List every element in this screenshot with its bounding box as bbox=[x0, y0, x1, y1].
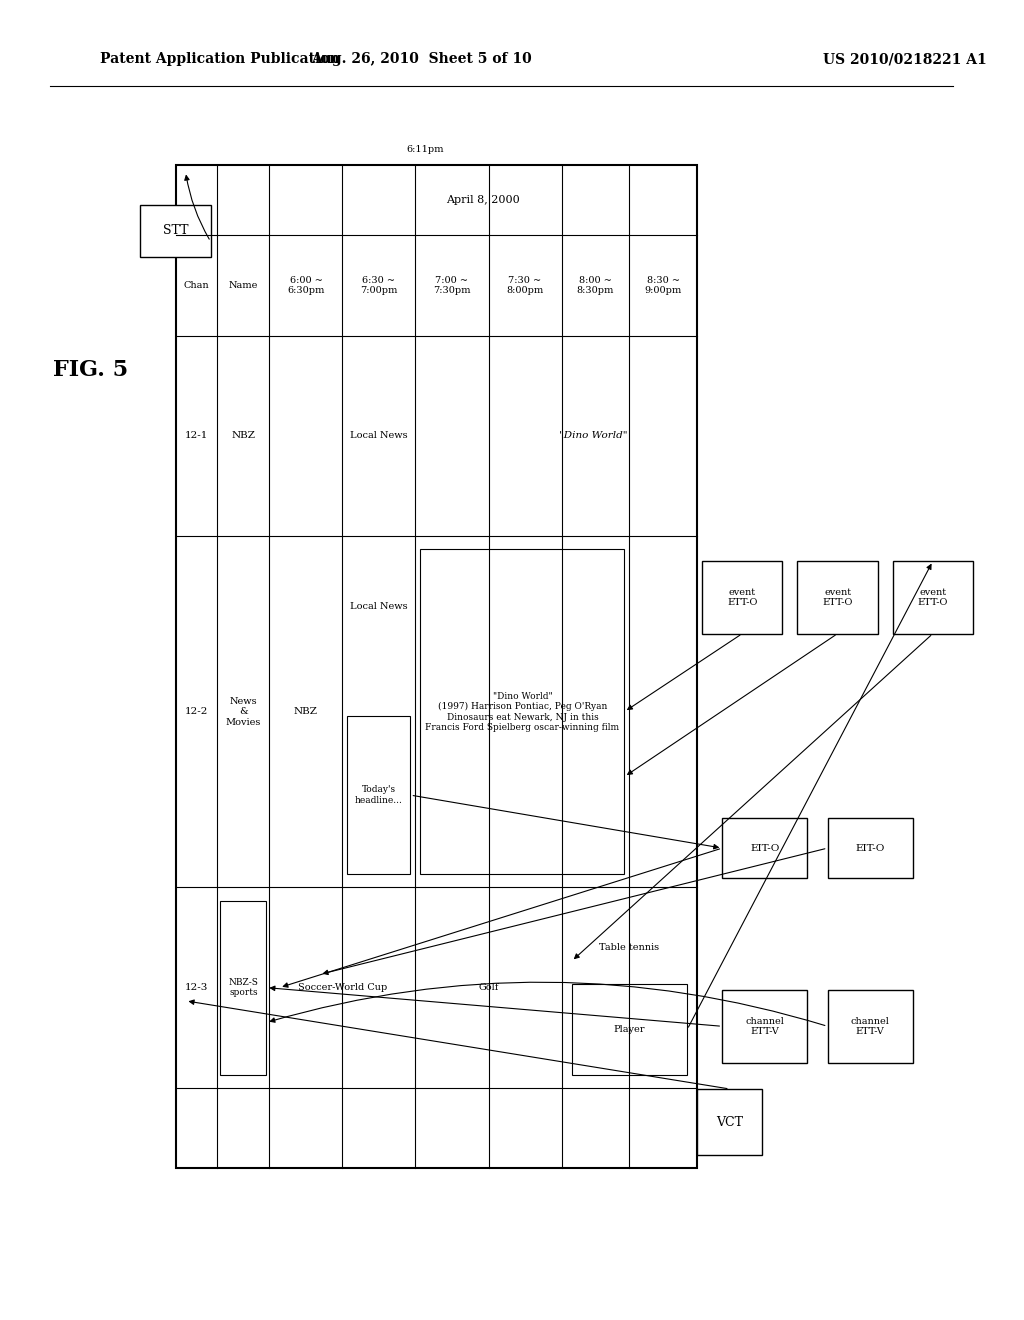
Text: Golf: Golf bbox=[478, 983, 499, 993]
Bar bbox=[347, 715, 411, 874]
Text: 7:30 ~
8:00pm: 7:30 ~ 8:00pm bbox=[507, 276, 544, 296]
Text: 12-2: 12-2 bbox=[184, 708, 208, 717]
Text: Name: Name bbox=[228, 281, 258, 290]
Text: "Dino World": "Dino World" bbox=[558, 432, 627, 441]
Text: FIG. 5: FIG. 5 bbox=[52, 359, 128, 380]
Text: NBZ: NBZ bbox=[231, 432, 255, 441]
Text: 12-3: 12-3 bbox=[184, 983, 208, 993]
Text: "Dino World"
(1997) Harrison Pontiac, Peg O'Ryan
Dinosaurs eat Newark, NJ in thi: "Dino World" (1997) Harrison Pontiac, Pe… bbox=[425, 692, 620, 731]
Text: NBZ-S
sports: NBZ-S sports bbox=[228, 978, 258, 998]
Text: 7:00 ~
7:30pm: 7:00 ~ 7:30pm bbox=[433, 276, 471, 296]
Text: Local News: Local News bbox=[350, 602, 408, 611]
Bar bbox=[702, 561, 782, 634]
Text: Chan: Chan bbox=[183, 281, 209, 290]
Text: 8:30 ~
9:00pm: 8:30 ~ 9:00pm bbox=[645, 276, 682, 296]
Text: channel
ETT-V: channel ETT-V bbox=[851, 1016, 890, 1036]
Text: EIT-O: EIT-O bbox=[855, 843, 885, 853]
Text: Local News: Local News bbox=[350, 432, 408, 441]
Text: event
ETT-O: event ETT-O bbox=[822, 587, 853, 607]
Bar bbox=[140, 205, 211, 257]
Text: channel
ETT-V: channel ETT-V bbox=[745, 1016, 784, 1036]
Text: Player: Player bbox=[613, 1026, 645, 1034]
Text: US 2010/0218221 A1: US 2010/0218221 A1 bbox=[822, 53, 986, 66]
Bar bbox=[571, 985, 687, 1074]
Text: 8:00 ~
8:30pm: 8:00 ~ 8:30pm bbox=[577, 276, 614, 296]
Bar bbox=[697, 1089, 762, 1155]
Text: Soccer-World Cup: Soccer-World Cup bbox=[298, 983, 387, 993]
Text: EIT-O: EIT-O bbox=[751, 843, 779, 853]
Text: News
&
Movies: News & Movies bbox=[225, 697, 261, 726]
Bar bbox=[827, 818, 912, 878]
Text: 6:11pm: 6:11pm bbox=[407, 145, 444, 154]
Text: April 8, 2000: April 8, 2000 bbox=[446, 195, 520, 205]
Text: 6:00 ~
6:30pm: 6:00 ~ 6:30pm bbox=[288, 276, 325, 296]
Text: Patent Application Publication: Patent Application Publication bbox=[100, 53, 340, 66]
Text: 6:30 ~
7:00pm: 6:30 ~ 7:00pm bbox=[360, 276, 397, 296]
Text: event
ETT-O: event ETT-O bbox=[918, 587, 948, 607]
Bar bbox=[827, 990, 912, 1063]
Bar bbox=[175, 165, 697, 1168]
Bar bbox=[722, 818, 808, 878]
Text: VCT: VCT bbox=[716, 1115, 743, 1129]
Text: Aug. 26, 2010  Sheet 5 of 10: Aug. 26, 2010 Sheet 5 of 10 bbox=[311, 53, 531, 66]
Text: 12-1: 12-1 bbox=[184, 432, 208, 441]
Bar bbox=[893, 561, 973, 634]
Text: Today's
headline...: Today's headline... bbox=[355, 785, 402, 805]
Bar bbox=[421, 549, 625, 874]
Text: STT: STT bbox=[163, 224, 188, 238]
Text: Table tennis: Table tennis bbox=[599, 942, 659, 952]
Bar bbox=[798, 561, 878, 634]
Text: NBZ: NBZ bbox=[294, 708, 317, 717]
Bar bbox=[220, 900, 266, 1074]
Text: event
ETT-O: event ETT-O bbox=[727, 587, 758, 607]
Bar bbox=[722, 990, 808, 1063]
